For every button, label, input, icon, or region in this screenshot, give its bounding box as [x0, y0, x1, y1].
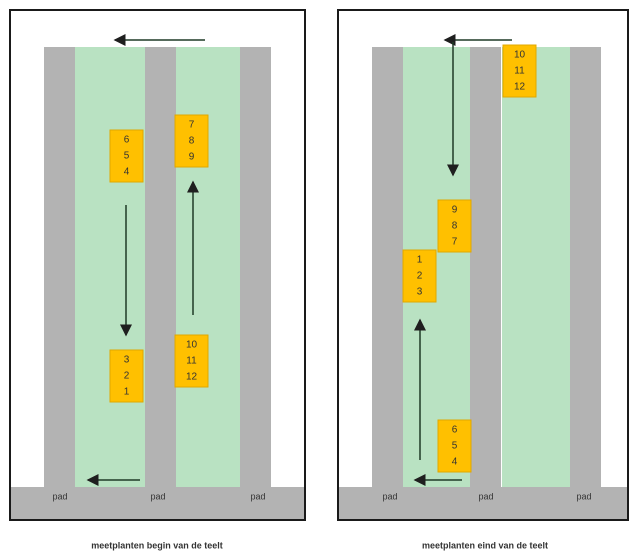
path-strip [372, 47, 403, 487]
plant-row [175, 47, 240, 487]
pad-label: pad [478, 491, 493, 501]
path-strip [145, 47, 176, 487]
plant-number: 11 [514, 66, 525, 77]
plant-number: 6 [452, 425, 458, 436]
pad-label: pad [250, 491, 265, 501]
plant-box [109, 129, 144, 183]
pad-label: pad [150, 491, 165, 501]
plant-number: 3 [417, 287, 423, 298]
plant-number: 6 [124, 135, 130, 146]
plant-number: 10 [186, 340, 198, 351]
plant-number: 2 [124, 371, 130, 382]
plant-number: 2 [417, 271, 423, 282]
plant-box [109, 349, 144, 403]
frame [9, 9, 306, 521]
path-bottom [338, 487, 628, 520]
plant-number: 10 [514, 50, 526, 61]
caption: meetplanten eind van de teelt [422, 540, 548, 550]
plant-box [502, 44, 537, 98]
plant-number: 8 [189, 136, 195, 147]
plant-row [75, 47, 145, 487]
plant-number: 8 [452, 221, 458, 232]
plant-number: 7 [452, 237, 458, 248]
plant-number: 5 [124, 151, 130, 162]
plant-number: 12 [186, 372, 198, 383]
frame [337, 9, 629, 521]
path-strip [44, 47, 75, 487]
plant-number: 1 [124, 387, 130, 398]
plant-box [437, 199, 472, 253]
plant-number: 12 [514, 82, 526, 93]
plant-number: 5 [452, 441, 458, 452]
path-strip [470, 47, 501, 487]
plant-box [174, 334, 209, 388]
plant-number: 9 [452, 205, 458, 216]
plant-box [174, 114, 209, 168]
plant-number: 11 [186, 356, 197, 367]
pad-label: pad [52, 491, 67, 501]
pad-label: pad [382, 491, 397, 501]
plant-number: 9 [189, 152, 195, 163]
plant-number: 1 [417, 255, 423, 266]
plant-row [502, 47, 570, 487]
caption: meetplanten begin van de teelt [91, 540, 223, 550]
plant-number: 3 [124, 355, 130, 366]
pad-label: pad [576, 491, 591, 501]
path-bottom [10, 487, 305, 520]
plant-number: 4 [452, 457, 458, 468]
plant-box [437, 419, 472, 473]
plant-number: 4 [124, 167, 130, 178]
path-strip [240, 47, 271, 487]
plant-box [402, 249, 437, 303]
path-strip [570, 47, 601, 487]
plant-number: 7 [189, 120, 195, 131]
